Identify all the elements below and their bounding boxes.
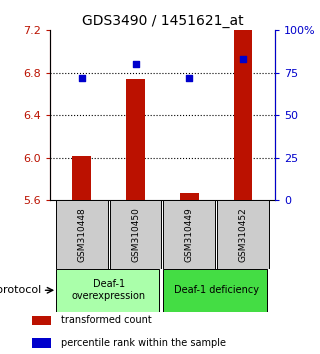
Point [133, 61, 138, 67]
Bar [110, 200, 161, 269]
Point [187, 75, 192, 80]
Bar [164, 269, 267, 312]
Point [240, 56, 245, 62]
Text: GSM310452: GSM310452 [238, 207, 247, 262]
Text: transformed count: transformed count [61, 315, 152, 325]
Bar [56, 200, 108, 269]
Bar [164, 200, 215, 269]
Title: GDS3490 / 1451621_at: GDS3490 / 1451621_at [82, 14, 243, 28]
Bar [32, 338, 51, 348]
Text: percentile rank within the sample: percentile rank within the sample [61, 338, 226, 348]
Bar [180, 193, 199, 200]
Text: Deaf-1
overexpression: Deaf-1 overexpression [72, 279, 146, 301]
Bar [126, 79, 145, 200]
Text: Deaf-1 deficiency: Deaf-1 deficiency [174, 285, 259, 295]
Bar [32, 316, 51, 325]
Point [79, 75, 84, 80]
Text: protocol: protocol [0, 285, 42, 295]
Bar [56, 269, 159, 312]
Bar [72, 156, 91, 200]
Bar [234, 30, 252, 200]
Text: GSM310448: GSM310448 [77, 207, 86, 262]
Text: GSM310449: GSM310449 [185, 207, 194, 262]
Bar [217, 200, 269, 269]
Text: GSM310450: GSM310450 [131, 207, 140, 262]
